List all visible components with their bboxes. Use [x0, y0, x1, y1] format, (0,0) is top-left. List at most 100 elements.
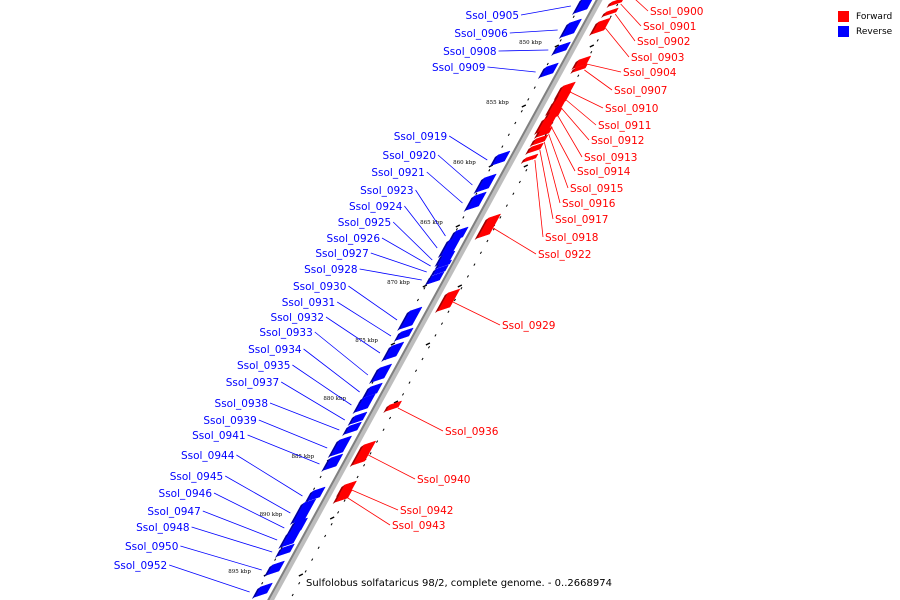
- forward-gene-label: Ssol_0912: [591, 135, 644, 147]
- minor-tick-left: [488, 168, 491, 172]
- reverse-gene-label: Ssol_0935: [237, 360, 290, 372]
- minor-tick-left: [261, 581, 264, 585]
- forward-swatch: [838, 11, 849, 22]
- gene-shade: [332, 494, 341, 504]
- minor-tick-right: [356, 475, 359, 479]
- gene-connector: [565, 99, 597, 126]
- minor-tick-right: [486, 239, 489, 243]
- reverse-gene: [350, 411, 368, 425]
- forward-gene-label: Ssol_0910: [605, 103, 658, 115]
- tick-label: 880 kbp: [323, 396, 346, 402]
- reverse-gene: [355, 393, 376, 413]
- reverse-gene: [491, 150, 511, 166]
- minor-tick-left: [274, 558, 277, 561]
- minor-tick-left: [501, 145, 504, 148]
- gene-connector: [520, 5, 571, 16]
- gene-shade: [342, 426, 350, 436]
- forward-gene-label: Ssol_0940: [417, 474, 470, 486]
- minor-tick-right: [473, 263, 476, 266]
- tick-label: 875 kbp: [355, 338, 378, 344]
- gene-connector: [225, 475, 291, 514]
- minor-tick-left: [527, 98, 530, 101]
- minor-tick-left: [455, 227, 458, 231]
- reverse-gene-label: Ssol_0920: [383, 150, 436, 162]
- gene-connector: [325, 316, 381, 354]
- minor-tick-left: [313, 487, 316, 491]
- minor-tick-right: [311, 558, 314, 561]
- legend-reverse: Reverse: [838, 24, 892, 39]
- major-tick: [589, 44, 595, 48]
- gene-connector: [509, 29, 558, 34]
- gene-shade: [286, 522, 296, 536]
- reverse-gene-label: Ssol_0924: [349, 201, 403, 213]
- gene-connector: [534, 159, 544, 238]
- reverse-gene-label: Ssol_0926: [327, 233, 381, 245]
- reverse-gene-label: Ssol_0905: [466, 10, 519, 22]
- reverse-gene-label: Ssol_0919: [394, 131, 447, 143]
- reverse-gene-label: Ssol_0921: [371, 167, 424, 179]
- gene-shade: [381, 346, 392, 362]
- gene-connector: [550, 125, 576, 172]
- gene-shade: [278, 533, 289, 549]
- gene-connector: [492, 227, 537, 255]
- minor-tick-right: [414, 369, 418, 373]
- forward-gene-label: Ssol_0914: [577, 166, 631, 178]
- reverse-gene-label: Ssol_0952: [114, 560, 167, 572]
- gene-connector: [487, 66, 536, 73]
- major-tick: [554, 44, 560, 48]
- reverse-gene-label: Ssol_0909: [432, 62, 485, 74]
- forward-gene-label: Ssol_0913: [584, 152, 637, 164]
- gene-connector: [351, 489, 399, 511]
- gene-connector: [180, 545, 262, 571]
- minor-tick-right: [427, 345, 431, 349]
- gene-connector: [397, 407, 444, 432]
- gene-shade: [349, 445, 364, 467]
- forward-gene-label: Ssol_0907: [614, 85, 667, 97]
- gene-shade: [304, 491, 314, 503]
- minor-tick-right: [402, 393, 405, 396]
- minor-tick-right: [330, 522, 333, 526]
- gene-shade: [520, 158, 526, 164]
- reverse-gene-label: Ssol_0908: [443, 46, 496, 58]
- gene-shade: [473, 178, 485, 194]
- reverse-gene: [383, 341, 405, 361]
- tick-label: 890 kbp: [260, 512, 283, 518]
- minor-tick-left: [280, 546, 283, 550]
- legend: Forward Reverse: [838, 9, 892, 39]
- minor-tick-left: [514, 121, 517, 125]
- minor-tick-right: [291, 593, 294, 597]
- minor-tick-right: [421, 357, 424, 361]
- gene-connector: [635, 0, 649, 12]
- gene-shade: [347, 416, 355, 426]
- minor-tick-right: [596, 39, 599, 42]
- gene-shade: [361, 387, 371, 399]
- legend-forward: Forward: [838, 9, 892, 24]
- minor-tick-left: [559, 39, 562, 42]
- gene-connector: [557, 115, 583, 158]
- gene-connector: [586, 63, 622, 73]
- gene-connector: [359, 268, 422, 281]
- minor-tick-right: [337, 511, 340, 514]
- gene-shade: [489, 155, 498, 167]
- reverse-gene: [396, 327, 414, 341]
- gene-shade: [534, 119, 545, 135]
- reverse-gene-label: Ssol_0925: [338, 217, 391, 229]
- gene-connector: [620, 3, 642, 27]
- gene-connector: [292, 364, 352, 406]
- reverse-gene-label: Ssol_0941: [192, 430, 245, 442]
- minor-tick-left: [507, 133, 510, 137]
- gene-shade: [437, 240, 450, 258]
- forward-gene-label: Ssol_0915: [570, 183, 623, 195]
- gene-connector: [213, 492, 285, 529]
- major-tick: [455, 224, 461, 228]
- minor-tick-left: [462, 216, 465, 219]
- forward-gene-label: Ssol_0918: [545, 232, 598, 244]
- gene-connector: [584, 69, 613, 91]
- gene-shade: [525, 147, 532, 155]
- gene-shade: [289, 503, 304, 525]
- reverse-gene: [344, 421, 363, 435]
- gene-shade: [383, 405, 390, 413]
- tick-label: 855 kbp: [486, 100, 509, 106]
- gene-shade: [327, 440, 340, 458]
